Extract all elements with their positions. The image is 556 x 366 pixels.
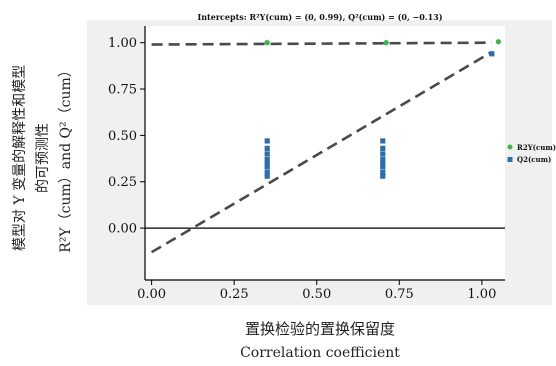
x-tick-label: 0.50 xyxy=(302,287,331,302)
q2-point xyxy=(264,169,270,176)
y-tick-label: 0.00 xyxy=(108,222,137,237)
y-tick-label: 0.50 xyxy=(108,129,137,144)
x-axis-label-cn: 置换检验的置换保留度 xyxy=(245,320,395,338)
q2-point xyxy=(380,164,386,170)
r2y-point xyxy=(264,40,270,46)
q2-point xyxy=(264,138,270,144)
y-tick-label: 0.25 xyxy=(108,175,137,190)
regression-line-r2y xyxy=(151,41,492,46)
q2-point xyxy=(380,145,386,151)
y-axis-label-line3: R²Y（cum）and Q²（cum） xyxy=(58,63,74,253)
q2-point xyxy=(264,173,270,179)
r2y-point xyxy=(383,40,389,46)
x-tick-label: 0.00 xyxy=(137,287,166,302)
x-tick-label: 0.25 xyxy=(220,287,249,302)
x-axis-ticks: 0.00 0.25 0.50 0.75 1.00 xyxy=(137,280,496,302)
chart-title: Intercepts: R²Y(cum) = (0, 0.99), Q²(cum… xyxy=(197,12,442,22)
q2-point xyxy=(264,145,270,151)
data-points xyxy=(264,39,501,179)
q2-point xyxy=(264,151,270,157)
q2-point xyxy=(264,164,270,170)
y-axis-label-cn-line1: 模型对 Y 变量的解释性和模型 xyxy=(12,65,28,251)
legend: R2Y(cum) Q2(cum) xyxy=(507,143,556,164)
q2-point xyxy=(380,169,386,176)
q2-point xyxy=(264,160,270,166)
y-tick-label: 0.75 xyxy=(108,83,137,98)
x-tick-label: 1.00 xyxy=(467,287,496,302)
q2-point xyxy=(380,151,386,157)
q2-point xyxy=(489,51,495,57)
plot-area xyxy=(145,26,505,280)
legend-q2-label: Q2(cum) xyxy=(517,155,551,164)
legend-r2y-marker xyxy=(507,144,513,150)
r2y-point xyxy=(495,39,501,45)
y-tick-label: 1.00 xyxy=(108,36,137,51)
q2-point xyxy=(380,138,386,144)
x-tick-label: 0.75 xyxy=(385,287,414,302)
legend-r2y-label: R2Y(cum) xyxy=(517,143,556,152)
q2-point xyxy=(380,156,386,163)
q2-point xyxy=(264,156,270,163)
regression-lines xyxy=(150,41,493,254)
x-axis-label-en: Correlation coefficient xyxy=(240,345,400,361)
q2-point xyxy=(380,160,386,166)
y-axis-label-cn-line2: 的可预测性 xyxy=(35,123,51,193)
y-axis-ticks: 0.00 0.25 0.50 0.75 1.00 xyxy=(108,36,145,237)
regression-line-q2 xyxy=(150,50,493,254)
q2-point xyxy=(380,173,386,179)
legend-q2-marker xyxy=(507,157,513,162)
